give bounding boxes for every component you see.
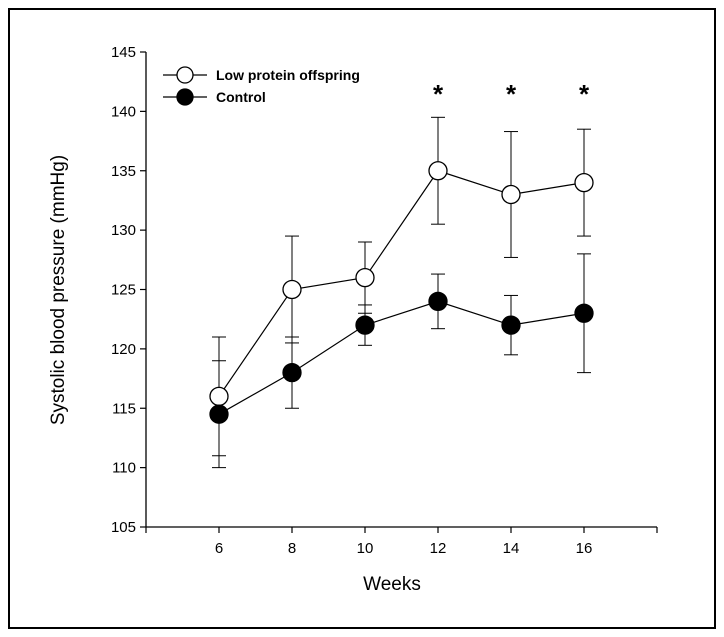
x-axis-title: Weeks [363,574,421,595]
series-line-control [218,300,585,415]
axes: 105 110 115 120 125 130 135 140 145 6 8 10 12 14 16 [111,44,658,557]
y-tick-label: 145 [111,44,136,61]
x-tick-label: 16 [576,540,593,557]
data-point-control [355,315,375,335]
significance-star: * [506,79,517,109]
annotations: * * * [433,79,590,109]
data-point-low-protein [574,172,594,193]
legend: Low protein offspring Control [163,66,360,106]
x-tick-label: 10 [357,540,374,557]
y-tick-label: 115 [112,400,136,417]
significance-star: * [579,79,590,109]
data-point-low-protein [282,279,302,300]
data-point-control [501,315,521,335]
y-tick-label: 140 [111,103,136,120]
significance-star: * [433,79,444,109]
x-tick-label: 6 [215,540,223,557]
y-tick-label: 125 [111,282,136,299]
series-line-low-protein [218,170,585,397]
data-point-low-protein [501,184,521,205]
data-point-control [574,303,594,323]
y-tick-label: 135 [111,163,136,180]
data-point-control [209,404,229,424]
legend-label-control: Control [216,89,266,105]
data-point-low-protein [355,267,375,288]
data-point-low-protein [428,161,448,181]
data-point-low-protein [209,386,229,407]
x-tick-label: 12 [430,540,447,557]
y-tick-label: 110 [112,460,136,477]
legend-marker-low-protein [176,66,194,84]
data-point-control [428,291,448,312]
x-tick-label: 8 [288,540,296,557]
x-tick-label: 14 [503,540,520,557]
legend-label-low-protein: Low protein offspring [216,67,360,83]
legend-marker-control [176,88,194,106]
series-lines [218,170,585,415]
error-bars [212,116,591,469]
y-axis-title: Systolic blood pressure (mmHg) [48,155,69,425]
y-tick-label: 105 [111,519,136,536]
y-tick-label: 120 [111,341,136,358]
y-tick-label: 130 [111,222,136,239]
data-point-control [282,362,302,383]
data-points [209,161,594,424]
